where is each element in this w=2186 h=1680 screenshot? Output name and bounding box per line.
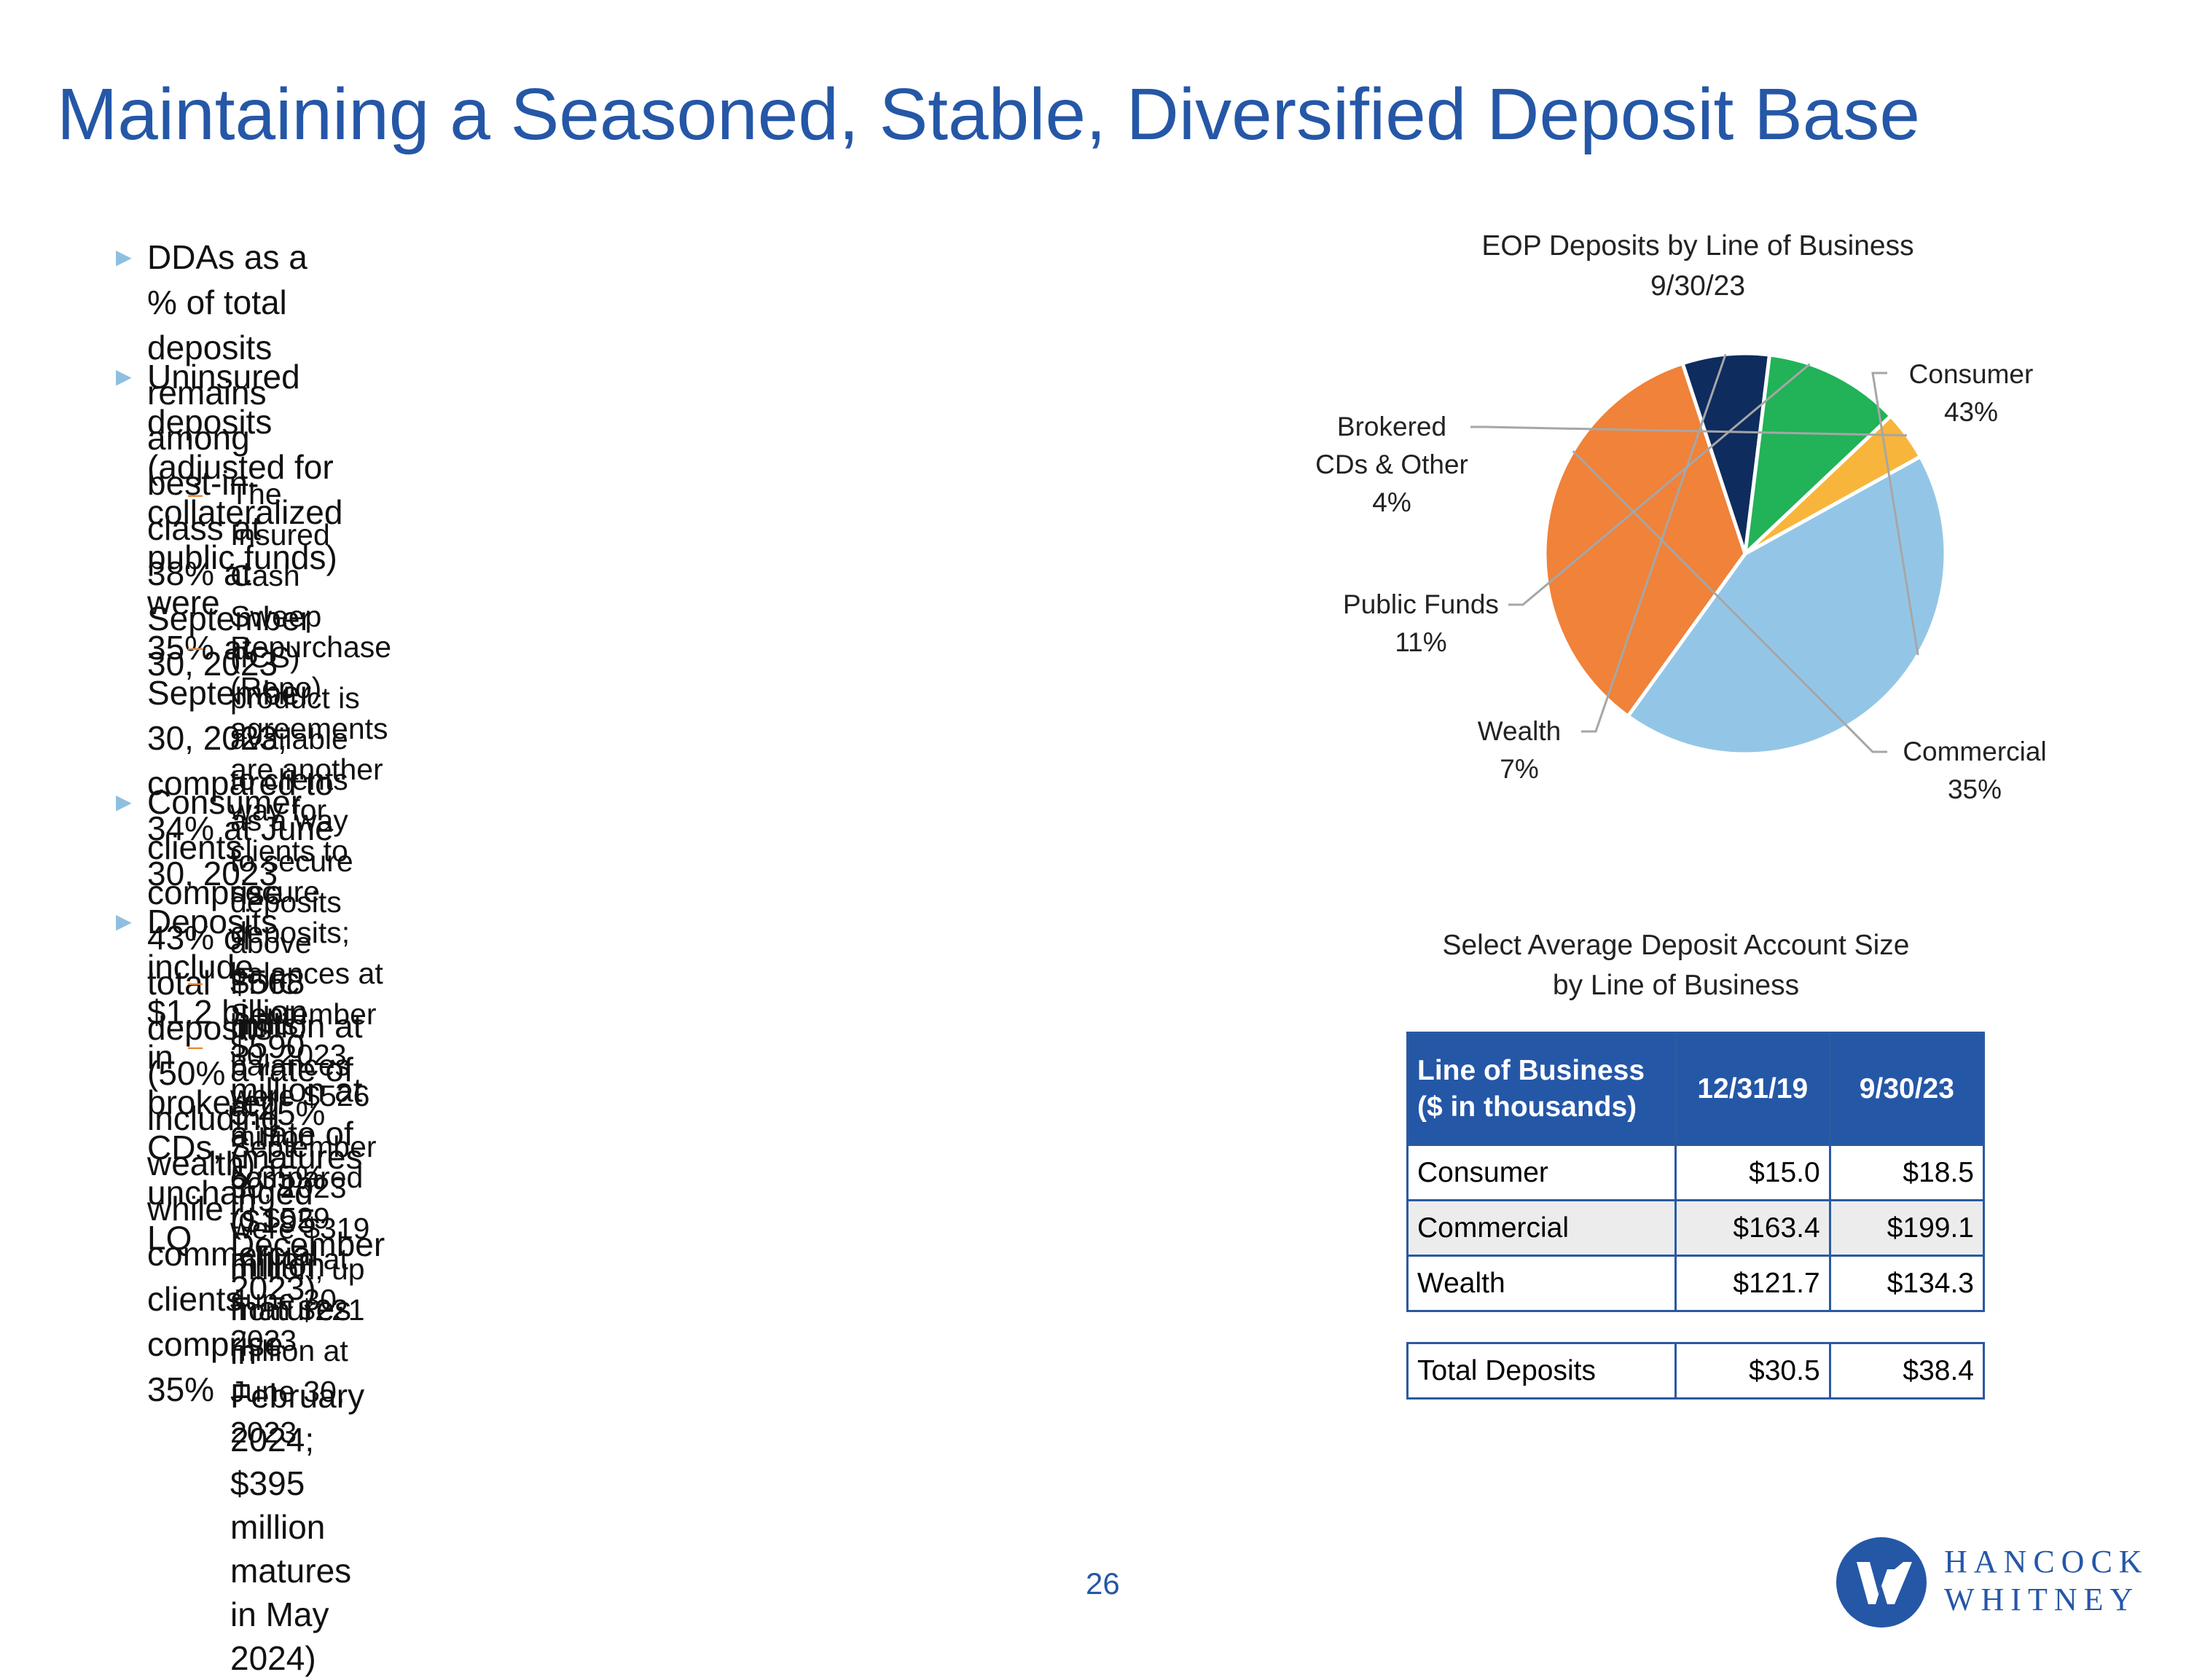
bullet-line: September 30, 2023: [147, 600, 312, 683]
bullet-uninsured: ► Uninsured deposits (adjusted for colla…: [111, 354, 343, 896]
leader-line-brokered: [1470, 425, 1907, 437]
row-name: Consumer: [1406, 1144, 1677, 1201]
leader-line-commercial: [1572, 450, 1887, 753]
sub-bullet-line: to secure deposits above FDIC limits; ba…: [230, 844, 377, 1204]
arrow-bullet-icon: ►: [111, 242, 137, 272]
chart-title-line: EOP Deposits by Line of Business: [1481, 230, 1914, 262]
pie-label-name: Brokered: [1336, 412, 1447, 441]
leader-line-wealth: [1581, 353, 1727, 733]
table-title: Select Average Deposit Account Size by L…: [1384, 925, 1967, 1005]
bullet-line: Deposits include $1.2 billion in brokere…: [147, 903, 313, 1257]
chart-title: EOP Deposits by Line of Business 9/30/23: [1406, 226, 1989, 306]
sub-bullet-line: $590 million at a rate of 5.35% ($195 mi…: [230, 1027, 363, 1371]
sub-bullet-590: – $590 million at a rate of 5.35% ($195 …: [188, 1024, 365, 1680]
dash-bullet-icon: –: [188, 967, 203, 997]
page-number: 26: [1086, 1566, 1120, 1601]
dash-bullet-icon: –: [188, 1031, 203, 1061]
chart-title-line: 9/30/23: [1650, 270, 1746, 302]
pie-slice-consumer: [1625, 454, 1948, 756]
table-row: Consumer $15.0 $18.5: [1406, 1144, 1986, 1201]
pie-label-name: Consumer: [1908, 359, 2034, 389]
table-title-line: Select Average Deposit Account Size: [1442, 930, 1910, 961]
dash-bullet-icon: –: [188, 632, 203, 662]
header-lob: Line of Business ($ in thousands): [1406, 1032, 1677, 1146]
bullet-line: 35% at September 30, 2023, compared to 3…: [147, 629, 334, 892]
pie-label-consumer: Consumer 43%: [1887, 356, 2055, 431]
page-title: Maintaining a Seasoned, Stable, Diversif…: [57, 74, 1921, 155]
sub-bullet-line: The Insured Cash Sweep (ICS) product is …: [230, 477, 360, 837]
pie-label-name: Public Funds: [1343, 589, 1499, 619]
sub-bullet-line: February 2024; $395 million matures in M…: [230, 1377, 365, 1677]
logo-mark-icon: [1857, 1562, 1912, 1604]
hancock-whitney-logo-icon: [1836, 1537, 1927, 1628]
logo-text-whitney: WHITNEY: [1944, 1582, 2140, 1617]
sub-bullet-line: $568 million at a rate of 5.45% (matures…: [230, 963, 385, 1307]
pie-label-pct: 7%: [1500, 754, 1539, 784]
table-header-row: Line of Business ($ in thousands) 12/31/…: [1406, 1032, 1986, 1146]
pie-label-name: Wealth: [1477, 716, 1562, 746]
bullet-consumer: ► Consumer clients comprise 43% of total…: [111, 780, 319, 1412]
pie-label-pct: 35%: [1947, 774, 2002, 804]
total-row: Total Deposits $30.5 $38.4: [1406, 1342, 1986, 1400]
pie-label-name: Commercial: [1903, 737, 2047, 766]
bullet-line: DDAs as a % of total deposits remains am…: [147, 238, 307, 592]
logo-text-hancock: HANCOCK: [1944, 1544, 2149, 1579]
header-2019: 12/31/19: [1674, 1032, 1831, 1146]
arrow-bullet-icon: ►: [111, 787, 137, 817]
row-value-2023: $18.5: [1828, 1144, 1986, 1201]
sub-bullet-568: – $568 million at a rate of 5.45% (matur…: [188, 960, 385, 1310]
row-name: Commercial: [1406, 1199, 1677, 1257]
table-row: Wealth $121.7 $134.3: [1406, 1255, 1986, 1312]
pie-slice-wealth: [1680, 351, 1772, 554]
pie-label-commercial: Commercial 35%: [1887, 733, 2062, 809]
row-name: Wealth: [1406, 1255, 1677, 1312]
leader-line-public-funds: [1508, 363, 1811, 606]
arrow-bullet-icon: ►: [111, 906, 137, 936]
total-deposits-table: Total Deposits $30.5 $38.4: [1406, 1342, 1986, 1400]
sub-bullet-line: Repurchase (Repo) agreements are another…: [230, 630, 392, 908]
sub-bullet-ics: – The Insured Cash Sweep (ICS) product i…: [188, 474, 377, 1453]
pie-label-pct: 4%: [1372, 487, 1411, 517]
row-value-2019: $121.7: [1674, 1255, 1831, 1312]
pie-label-brokered: Brokered CDs & Other 4%: [1304, 408, 1479, 522]
total-name: Total Deposits: [1406, 1342, 1677, 1400]
header-2023: 9/30/23: [1828, 1032, 1986, 1146]
pie-label-pct: 43%: [1943, 397, 1999, 427]
row-value-2023: $199.1: [1828, 1199, 1986, 1257]
dash-bullet-icon: –: [188, 479, 203, 509]
pie-slice-public-funds: [1742, 353, 1894, 559]
sub-bullet-line: compared to $529 million at June 30, 202…: [230, 1161, 364, 1357]
bullet-dda: ► DDAs as a % of total deposits remains …: [111, 235, 312, 686]
row-value-2023: $134.3: [1828, 1255, 1986, 1312]
sub-bullet-line: were $319 million, up from $221 million …: [230, 1212, 370, 1449]
total-value-2019: $30.5: [1674, 1342, 1831, 1400]
pie-label-public-funds: Public Funds 11%: [1333, 586, 1508, 662]
table-row: Commercial $163.4 $199.1: [1406, 1199, 1986, 1257]
bullet-line: Uninsured deposits (adjusted for collate…: [147, 358, 343, 621]
sub-bullet-line: deposits; balances at September 30, 2023…: [230, 916, 383, 1153]
table-title-line: by Line of Business: [1552, 970, 1800, 1001]
pie-label-name: CDs & Other: [1315, 450, 1468, 479]
header-lob-line: Line of Business: [1417, 1054, 1645, 1086]
row-value-2019: $163.4: [1674, 1199, 1831, 1257]
pie-slice-brokered: [1744, 413, 1923, 556]
bullet-line: wealth), while commercial clients compri…: [147, 1145, 319, 1408]
header-lob-line: ($ in thousands): [1417, 1091, 1637, 1123]
pie-label-wealth: Wealth 7%: [1457, 713, 1581, 788]
sub-bullet-repo: – Repurchase (Repo) agreements are anoth…: [188, 627, 392, 1361]
deposit-size-table: Line of Business ($ in thousands) 12/31/…: [1406, 1032, 1986, 1312]
total-value-2023: $38.4: [1828, 1342, 1986, 1400]
arrow-bullet-icon: ►: [111, 361, 137, 391]
pie-label-pct: 11%: [1395, 627, 1447, 657]
bullet-line: Consumer clients comprise 43% of total d…: [147, 783, 302, 1137]
pie-slice-commercial: [1543, 361, 1747, 719]
row-value-2019: $15.0: [1674, 1144, 1831, 1201]
bullet-brokered: ► Deposits include $1.2 billion in broke…: [111, 899, 313, 1260]
